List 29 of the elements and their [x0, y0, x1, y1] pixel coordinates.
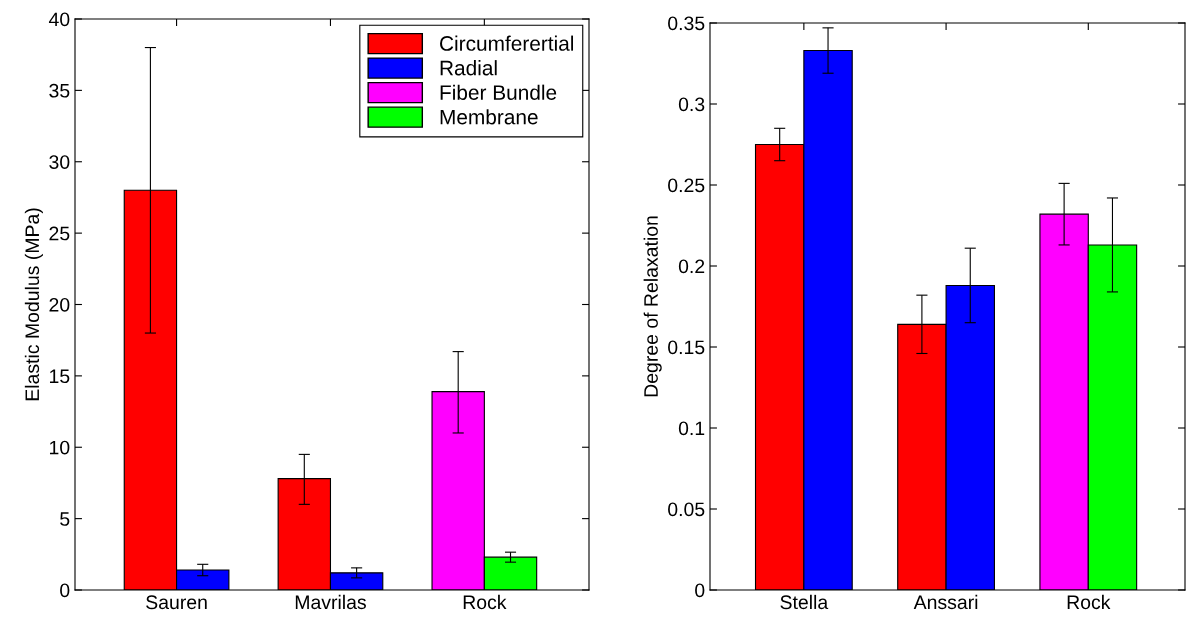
y-tick-label: 25 — [49, 226, 70, 241]
y-tick-label: 0.05 — [668, 502, 705, 517]
y-tick-label: 35 — [49, 83, 70, 98]
x-tick-label: Anssari — [913, 594, 978, 610]
legend-label: Membrane — [440, 109, 538, 125]
y-tick-label: 15 — [50, 369, 70, 384]
y-tick-label: 0.1 — [678, 421, 705, 436]
x-tick-label: Stella — [780, 594, 829, 610]
legend-label: Circumferertial — [440, 35, 574, 51]
y-tick-label: 20 — [49, 297, 70, 312]
y-axis-title: Elastic Modulus (MPa) — [24, 208, 43, 401]
y-tick-label: 40 — [48, 12, 70, 27]
y-tick-label: 0 — [60, 583, 70, 598]
legend-label: Fiber Bundle — [440, 84, 557, 100]
x-tick-label: Rock — [1067, 594, 1111, 610]
y-tick-label: 0.35 — [668, 16, 705, 31]
y-tick-label: 30 — [49, 155, 70, 169]
x-tick-label: Mavrilas — [295, 594, 366, 610]
y-tick-label: 0.3 — [678, 97, 705, 112]
x-tick-label: Rock — [463, 594, 507, 610]
y-tick-label: 0.15 — [668, 340, 705, 355]
legend-label: Radial — [440, 60, 497, 76]
y-tick-label: 0 — [695, 583, 705, 598]
y-tick-label: 0.25 — [668, 178, 705, 193]
y-tick-label: 0.2 — [678, 259, 705, 274]
y-axis-title: Degree of Relaxation — [643, 216, 662, 397]
y-tick-label: 10 — [50, 440, 70, 455]
y-tick-label: 5 — [60, 512, 70, 526]
x-tick-label: Sauren — [146, 595, 207, 610]
